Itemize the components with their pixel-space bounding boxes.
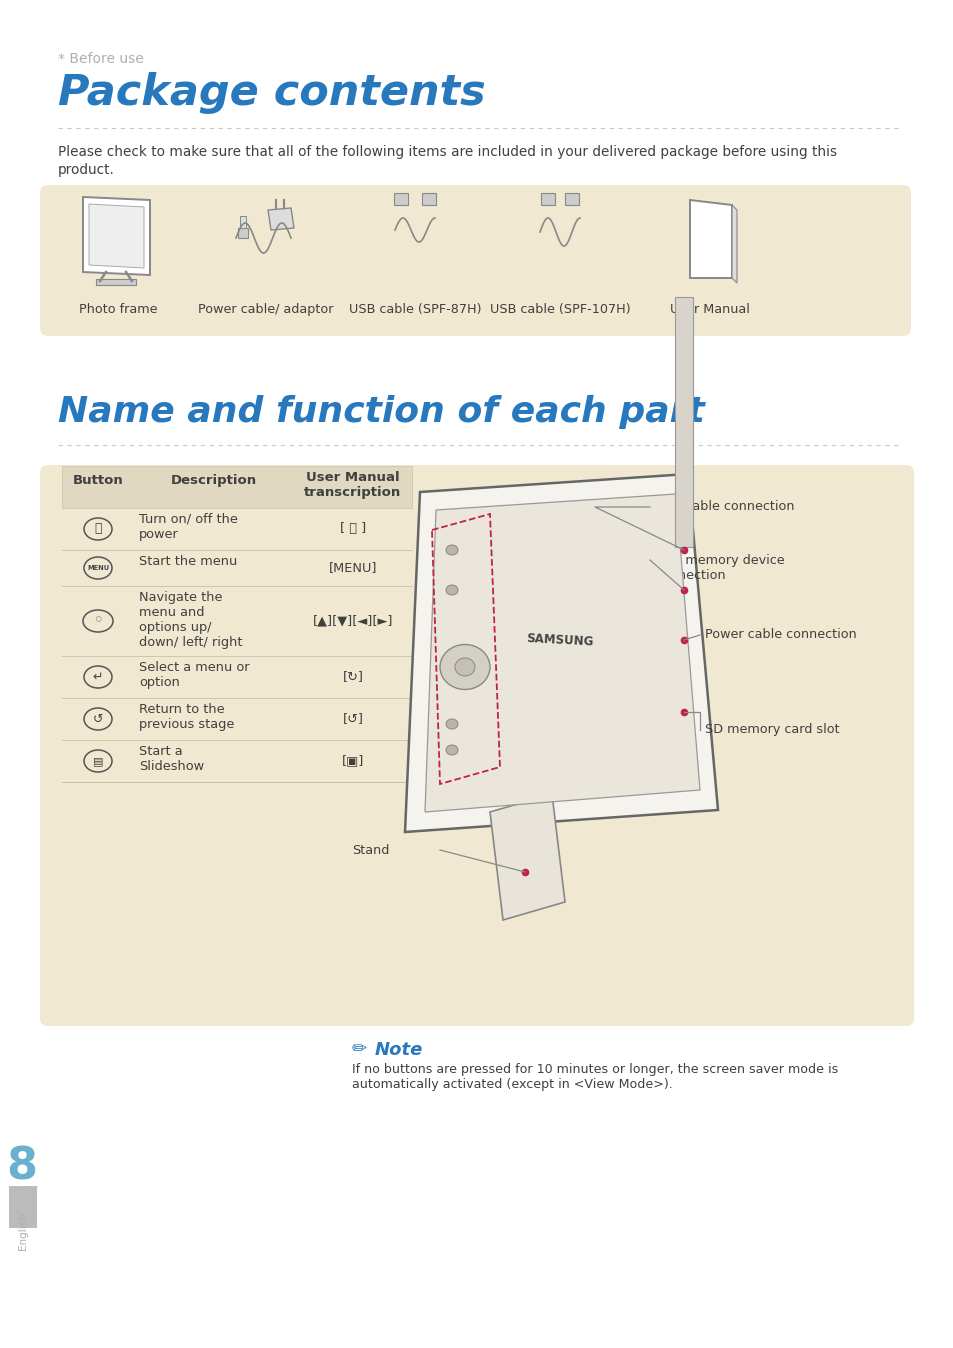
Text: Name and function of each part: Name and function of each part	[58, 395, 704, 429]
Polygon shape	[237, 228, 248, 239]
Text: product.: product.	[58, 163, 114, 177]
Text: User Manual: User Manual	[669, 303, 749, 315]
Text: Package contents: Package contents	[58, 71, 485, 115]
Text: English: English	[18, 1212, 28, 1250]
Ellipse shape	[446, 745, 457, 755]
Text: USB memory device: USB memory device	[655, 554, 783, 568]
Text: Please check to make sure that all of the following items are included in your d: Please check to make sure that all of th…	[58, 146, 836, 159]
Text: [MENU]: [MENU]	[329, 562, 376, 574]
Text: Stand: Stand	[353, 844, 390, 856]
Polygon shape	[268, 208, 294, 231]
Text: Navigate the
menu and
options up/
down/ left/ right: Navigate the menu and options up/ down/ …	[139, 590, 242, 648]
Ellipse shape	[446, 718, 457, 729]
Polygon shape	[540, 193, 555, 205]
Text: Return to the
previous stage: Return to the previous stage	[139, 704, 234, 731]
Polygon shape	[424, 493, 700, 811]
Text: SD memory card slot: SD memory card slot	[704, 724, 839, 736]
Text: Button: Button	[72, 474, 123, 487]
Text: USB cable (SPF-87H): USB cable (SPF-87H)	[349, 303, 480, 315]
Text: If no buttons are pressed for 10 minutes or longer, the screen saver mode is: If no buttons are pressed for 10 minutes…	[352, 1064, 838, 1076]
FancyBboxPatch shape	[40, 465, 913, 1026]
Text: * Before use: * Before use	[58, 53, 144, 66]
Text: ⏻: ⏻	[94, 523, 102, 535]
Text: SAMSUNG: SAMSUNG	[525, 632, 594, 648]
Text: [▣]: [▣]	[341, 755, 364, 767]
Polygon shape	[83, 197, 150, 275]
Ellipse shape	[446, 545, 457, 555]
Text: 8: 8	[7, 1144, 37, 1188]
Text: USB cable (SPF-107H): USB cable (SPF-107H)	[489, 303, 630, 315]
Ellipse shape	[455, 658, 475, 675]
FancyBboxPatch shape	[40, 185, 910, 336]
Polygon shape	[689, 200, 731, 278]
Polygon shape	[405, 474, 718, 832]
Polygon shape	[394, 193, 408, 205]
Ellipse shape	[439, 644, 490, 689]
Bar	[9, 1186, 37, 1228]
Ellipse shape	[446, 585, 457, 594]
Polygon shape	[564, 193, 578, 205]
Text: User Manual
transcription: User Manual transcription	[304, 470, 401, 499]
Text: USB cable connection: USB cable connection	[655, 500, 794, 514]
Text: ◦: ◦	[92, 612, 104, 631]
Polygon shape	[421, 193, 436, 205]
Bar	[62, 466, 412, 508]
Bar	[675, 297, 692, 547]
Text: Power cable connection: Power cable connection	[704, 628, 856, 642]
Text: ↺: ↺	[92, 713, 103, 725]
Text: Photo frame: Photo frame	[79, 303, 157, 315]
Text: connection: connection	[655, 569, 725, 582]
Polygon shape	[240, 216, 246, 228]
Text: Power cable/ adaptor: Power cable/ adaptor	[198, 303, 334, 315]
Text: [↻]: [↻]	[342, 670, 363, 683]
Polygon shape	[731, 205, 737, 283]
Text: Note: Note	[375, 1041, 423, 1060]
Text: [▲][▼][◄][►]: [▲][▼][◄][►]	[313, 615, 393, 628]
Text: automatically activated (except in <View Mode>).: automatically activated (except in <View…	[352, 1078, 672, 1091]
Text: [ ⏻ ]: [ ⏻ ]	[339, 523, 366, 535]
Polygon shape	[96, 279, 136, 284]
Text: ✏: ✏	[352, 1041, 367, 1058]
Text: Start the menu: Start the menu	[139, 555, 237, 568]
Polygon shape	[490, 794, 564, 919]
Text: MENU: MENU	[87, 565, 109, 572]
Text: [↺]: [↺]	[342, 713, 363, 725]
Text: ↵: ↵	[92, 670, 103, 683]
Text: Select a menu or
option: Select a menu or option	[139, 661, 250, 689]
Text: Turn on/ off the
power: Turn on/ off the power	[139, 514, 237, 541]
Text: Start a
Slideshow: Start a Slideshow	[139, 745, 204, 772]
Text: Description: Description	[171, 474, 256, 487]
Text: ▤: ▤	[92, 756, 103, 766]
Polygon shape	[89, 204, 144, 268]
